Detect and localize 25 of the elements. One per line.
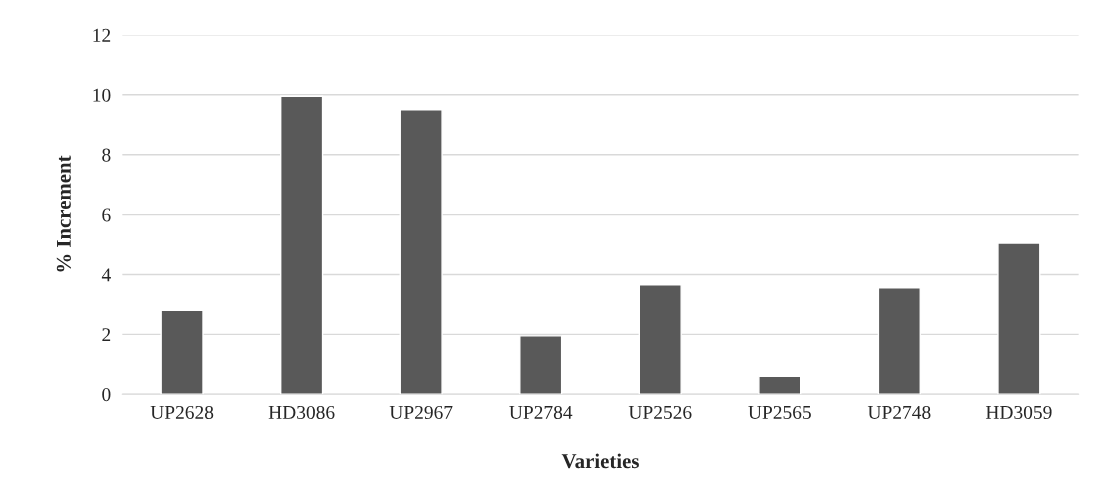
bar [160,309,204,395]
bar [997,242,1041,395]
x-tick-label: UP2628 [150,405,214,420]
y-tick-label: 12 [93,28,111,42]
bar [758,375,802,395]
x-tick-label: UP2526 [628,405,692,420]
y-tick-label: 2 [102,328,111,342]
x-tick-label: UP2967 [389,405,453,420]
y-tick-label: 10 [93,88,111,102]
y-tick-label: 0 [102,388,111,402]
x-tick-label: HD3086 [268,405,335,420]
x-tick-label: UP2565 [748,405,811,420]
bar [399,109,443,395]
bar [280,95,324,395]
x-tick-label: HD3059 [985,405,1052,420]
y-tick-label: 8 [102,148,111,162]
y-tick-label: 4 [101,268,111,282]
y-axis-title: % Increment [56,155,71,272]
x-axis-title: Varieties [561,453,639,469]
y-tick-label: 6 [102,208,111,222]
bar [877,287,921,395]
bar [519,335,563,395]
x-tick-label: UP2748 [867,405,931,420]
bar [638,284,682,395]
x-tick-label: UP2784 [509,405,573,420]
